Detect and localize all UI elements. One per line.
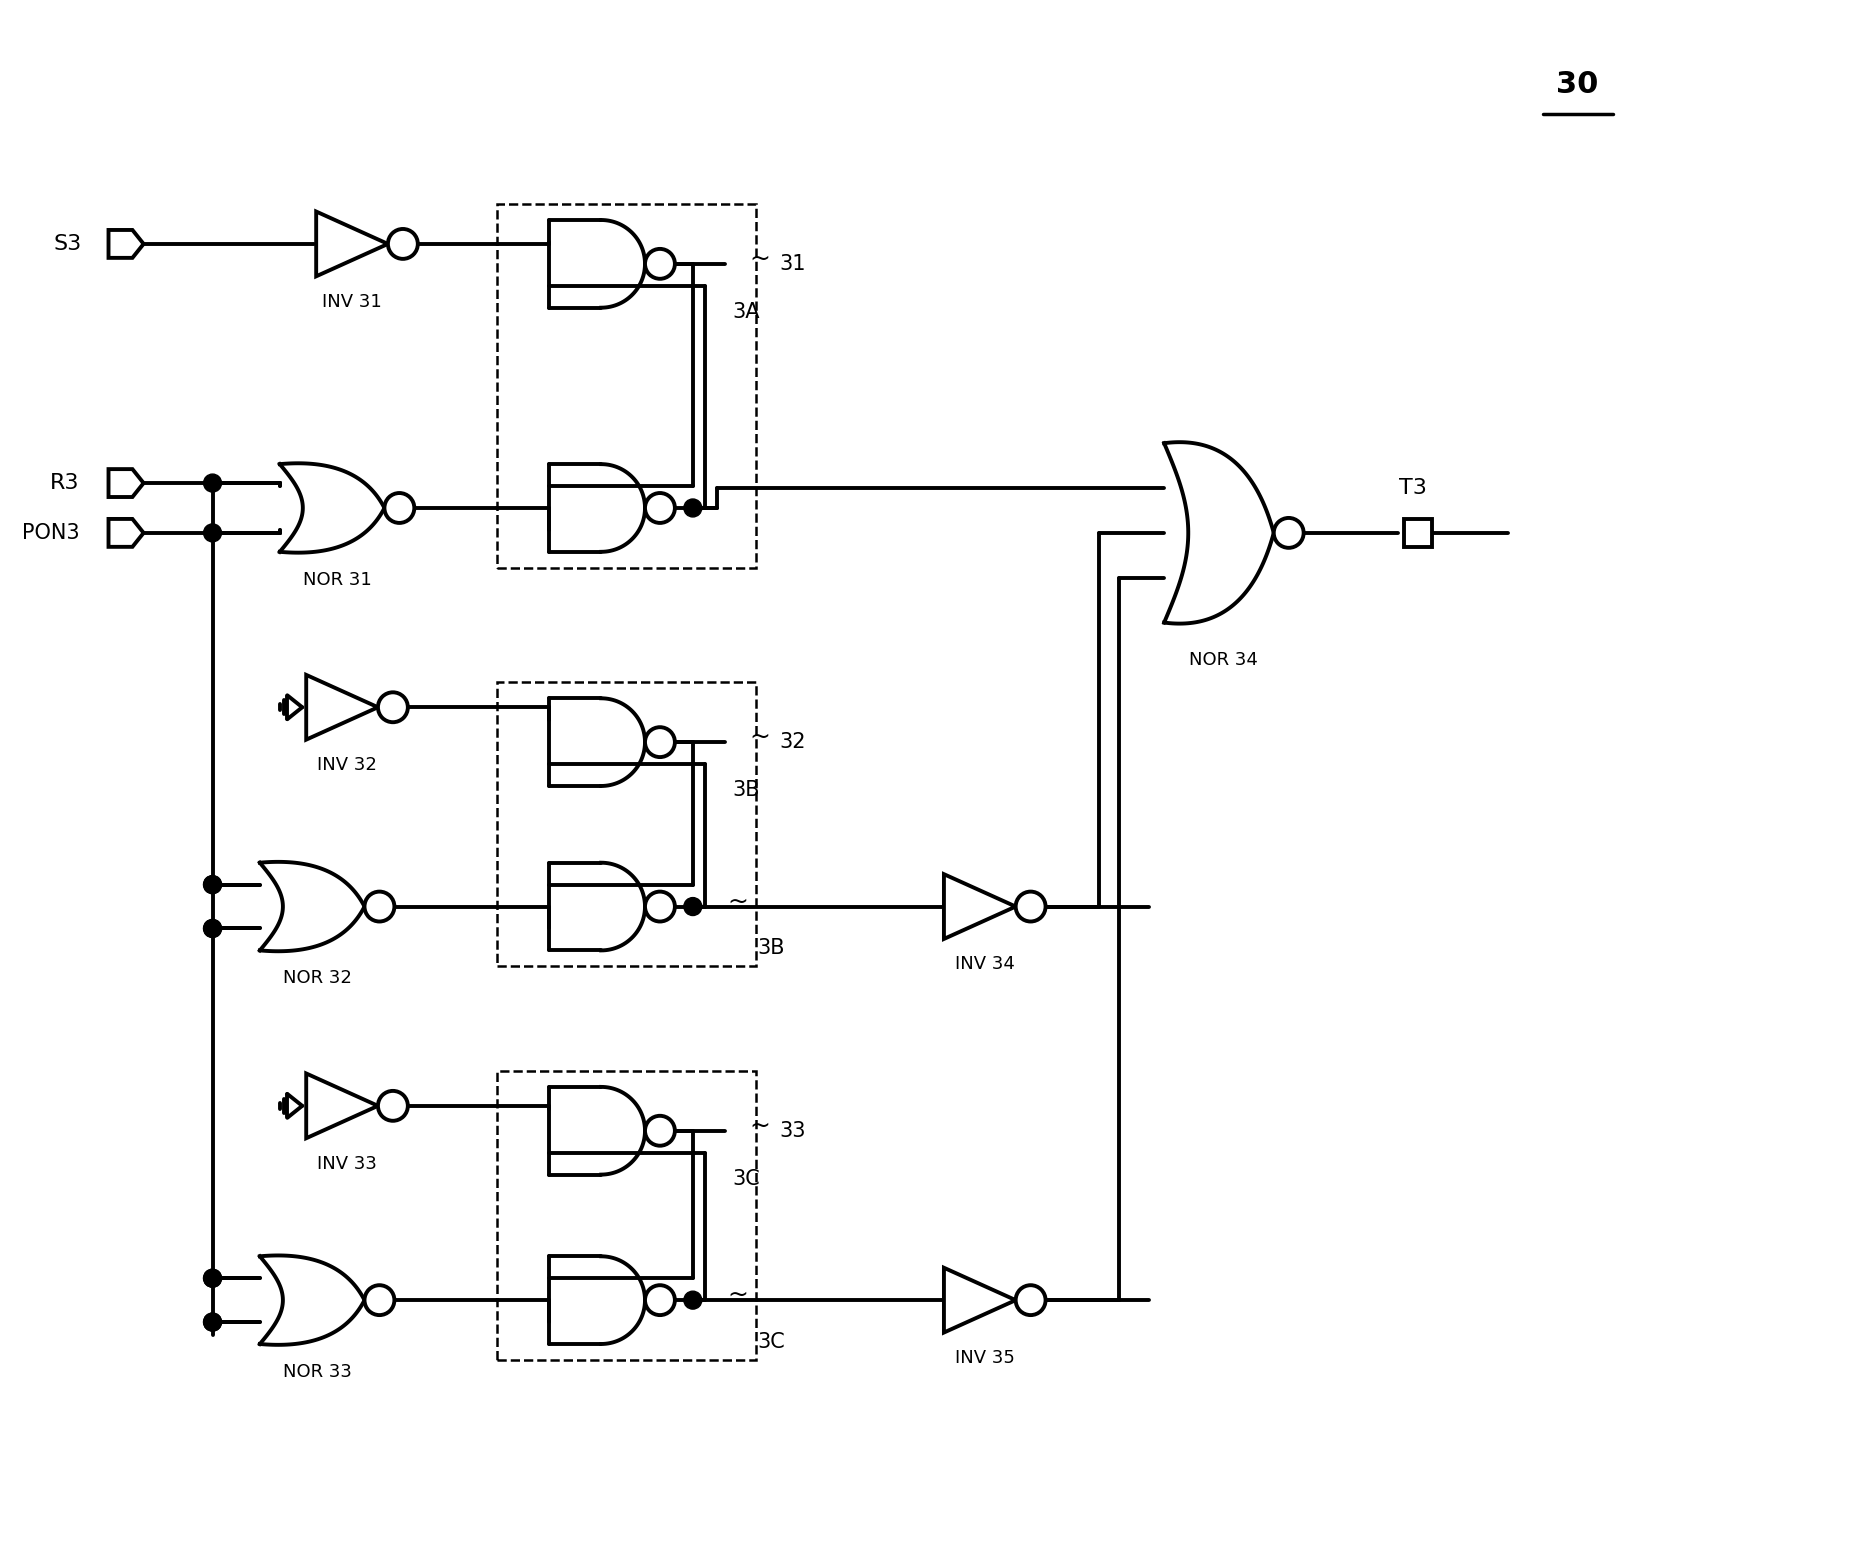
Polygon shape: [550, 220, 644, 308]
Polygon shape: [259, 862, 365, 951]
Circle shape: [1016, 1286, 1046, 1315]
Text: INV 33: INV 33: [317, 1154, 378, 1173]
Text: INV 34: INV 34: [955, 956, 1014, 973]
Circle shape: [378, 692, 407, 722]
Text: ~: ~: [750, 1114, 770, 1137]
Text: S3: S3: [54, 234, 81, 255]
Polygon shape: [259, 1256, 365, 1345]
Bar: [496, 1072, 755, 1361]
Circle shape: [365, 892, 394, 922]
Circle shape: [204, 876, 222, 893]
Circle shape: [204, 1314, 222, 1331]
Text: INV 35: INV 35: [955, 1350, 1014, 1367]
Circle shape: [204, 920, 222, 937]
Bar: [496, 205, 755, 567]
Text: 3B: 3B: [757, 939, 785, 959]
Circle shape: [204, 1314, 222, 1331]
Text: 3C: 3C: [733, 1168, 761, 1189]
Text: 3B: 3B: [733, 779, 761, 800]
Text: NOR 34: NOR 34: [1190, 651, 1259, 670]
Circle shape: [644, 494, 676, 523]
Text: R3: R3: [50, 473, 80, 494]
Polygon shape: [317, 211, 389, 276]
Polygon shape: [109, 230, 144, 258]
Circle shape: [204, 523, 222, 542]
Text: NOR 32: NOR 32: [283, 970, 352, 987]
Text: NOR 33: NOR 33: [283, 1364, 352, 1381]
Polygon shape: [944, 875, 1016, 939]
Circle shape: [644, 248, 676, 278]
Text: 33: 33: [779, 1122, 805, 1140]
Polygon shape: [109, 519, 144, 547]
Polygon shape: [1164, 442, 1273, 623]
Text: ~: ~: [727, 890, 748, 914]
Text: 30: 30: [1557, 70, 1599, 98]
Circle shape: [204, 876, 222, 893]
Circle shape: [644, 892, 676, 922]
Polygon shape: [109, 469, 144, 497]
Polygon shape: [550, 698, 644, 786]
Text: NOR 31: NOR 31: [304, 570, 372, 589]
Circle shape: [204, 475, 222, 492]
Circle shape: [683, 498, 702, 517]
Circle shape: [1273, 519, 1303, 548]
Polygon shape: [305, 1073, 378, 1139]
Text: ~: ~: [750, 247, 770, 270]
Circle shape: [1016, 892, 1046, 922]
Circle shape: [389, 230, 418, 259]
Circle shape: [385, 494, 415, 523]
Circle shape: [644, 1115, 676, 1145]
Text: ~: ~: [727, 1282, 748, 1307]
Polygon shape: [944, 1268, 1016, 1332]
Text: 32: 32: [779, 733, 805, 753]
Circle shape: [644, 728, 676, 758]
Circle shape: [644, 1286, 676, 1315]
Polygon shape: [550, 464, 644, 551]
Text: PON3: PON3: [22, 523, 80, 544]
Text: T3: T3: [1399, 478, 1427, 498]
Polygon shape: [550, 862, 644, 950]
Bar: [1405, 519, 1433, 547]
Polygon shape: [305, 675, 378, 740]
Circle shape: [204, 1270, 222, 1287]
Polygon shape: [550, 1087, 644, 1175]
Text: INV 32: INV 32: [317, 756, 378, 775]
Polygon shape: [280, 464, 385, 553]
Circle shape: [378, 1090, 407, 1122]
Circle shape: [683, 898, 702, 915]
Circle shape: [683, 1292, 702, 1309]
Text: ~: ~: [750, 725, 770, 750]
Circle shape: [204, 920, 222, 937]
Text: 3C: 3C: [757, 1332, 785, 1353]
Text: 3A: 3A: [733, 301, 761, 322]
Text: 31: 31: [779, 255, 805, 273]
Circle shape: [204, 1270, 222, 1287]
Bar: [496, 683, 755, 967]
Polygon shape: [550, 1256, 644, 1343]
Text: INV 31: INV 31: [322, 292, 381, 311]
Circle shape: [365, 1286, 394, 1315]
